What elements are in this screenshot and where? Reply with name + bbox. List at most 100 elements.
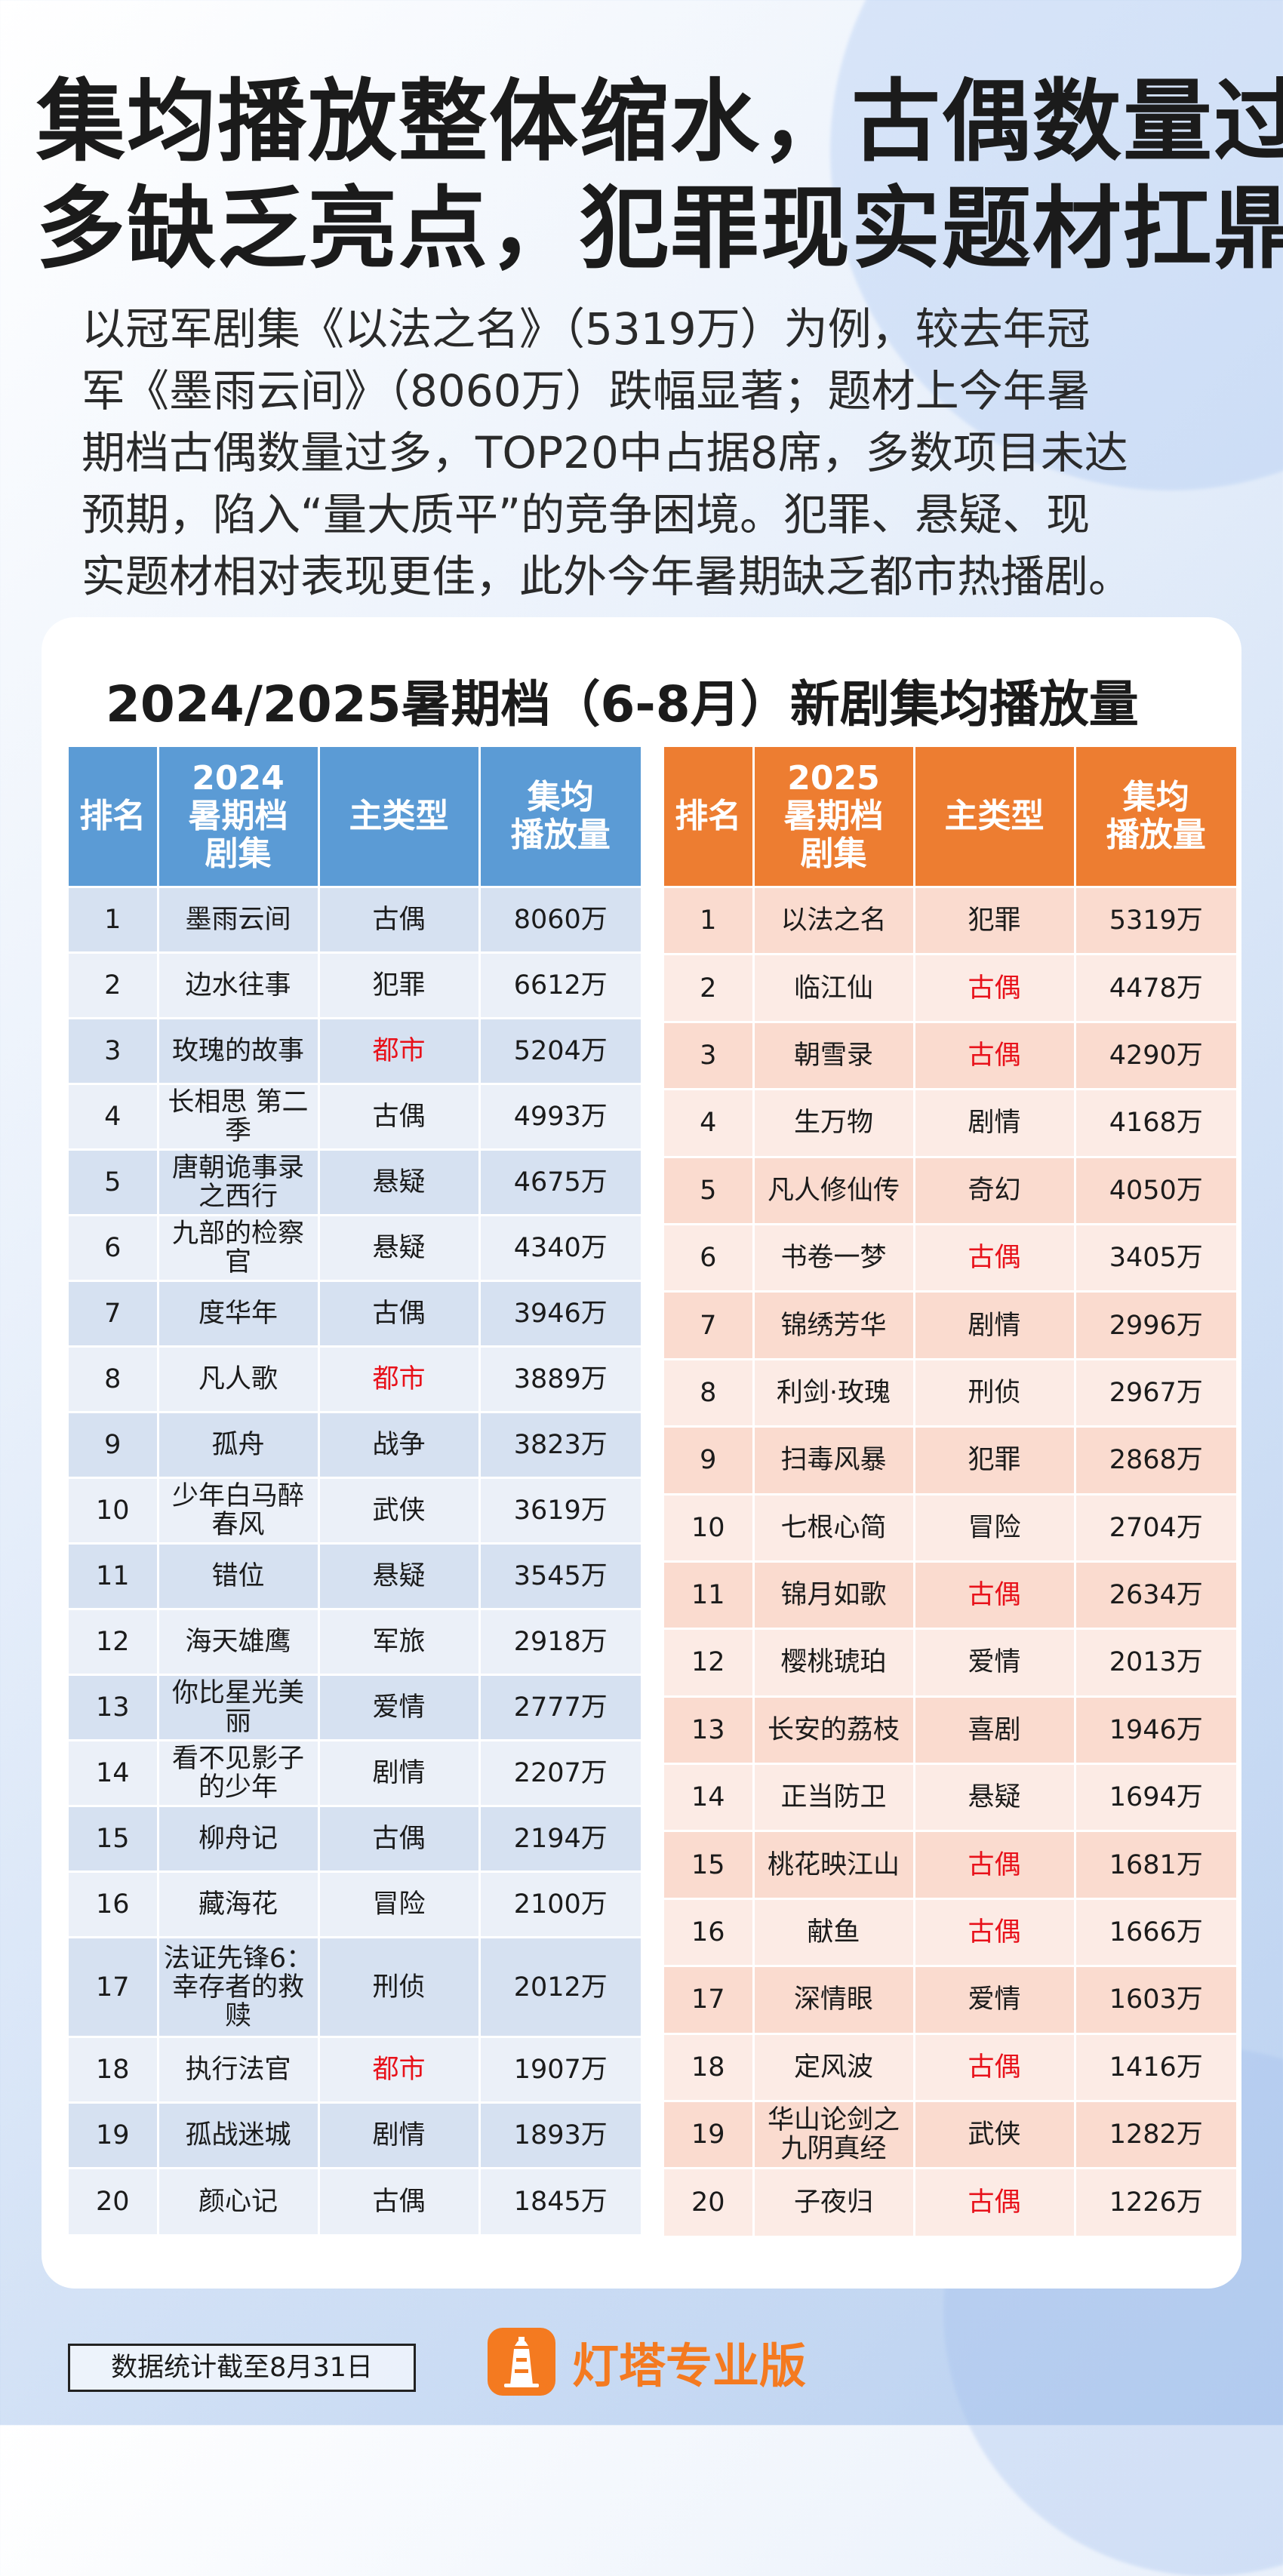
rank-cell: 3 [664,1020,755,1090]
title-cell: 凡人修仙传 [753,1155,915,1225]
table-row: 14 正当防卫 悬疑 1694万 [664,1763,1236,1831]
title-cell: 法证先锋6： 幸存者的救赎 [158,1936,320,2037]
table-row: 1 以法之名 犯罪 5319万 [664,885,1236,954]
rank-cell: 16 [69,1871,159,1938]
rank-cell: 14 [69,1739,159,1806]
table-row: 3 玫瑰的故事 都市 5204万 [69,1017,641,1084]
views-cell: 1416万 [1075,2032,1236,2101]
table-row: 8 凡人歌 都市 3889万 [69,1345,641,1412]
rank-cell: 16 [664,1897,755,1966]
title-cell: 凡人歌 [158,1345,320,1412]
column-header: 排名 [69,747,159,887]
rank-cell: 1 [69,886,159,953]
genre-cell: 剧情 [318,2101,481,2169]
title-cell: 子夜归 [753,2167,915,2236]
title-cell: 锦绣芳华 [753,1290,915,1360]
genre-cell: 剧情 [914,1290,1076,1360]
views-cell: 2868万 [1075,1425,1236,1495]
table-row: 5 凡人修仙传 奇幻 4050万 [664,1155,1236,1225]
views-cell: 4993万 [479,1083,641,1150]
views-cell: 1681万 [1075,1830,1236,1899]
views-cell: 2013万 [1075,1628,1236,1697]
title-cell: 长安的荔枝 [753,1695,915,1764]
table-row: 12 海天雄鹰 军旅 2918万 [69,1608,641,1675]
genre-cell: 悬疑 [318,1148,481,1216]
genre-cell: 都市 [318,1345,481,1412]
rank-cell: 8 [69,1345,159,1412]
headline: 集均播放整体缩水，古偶数量过 多缺乏亮点，犯罪现实题材扛鼎 [36,68,1283,282]
genre-cell: 古偶 [914,953,1076,1022]
table-row: 16 藏海花 冒险 2100万 [69,1871,641,1938]
genre-cell: 古偶 [914,1222,1076,1292]
title-cell: 执行法官 [158,2036,320,2103]
ranking-card: 2024/2025暑期档（6-8月）新剧集均播放量 排名 2024 暑期档 剧集 主类型… [42,617,1241,2289]
table-row: 9 扫毒风暴 犯罪 2868万 [664,1425,1236,1495]
genre-cell: 爱情 [318,1674,481,1741]
rank-cell: 2 [664,953,755,1022]
column-header: 主类型 [318,747,481,887]
rank-cell: 14 [664,1763,755,1831]
rank-cell: 9 [69,1411,159,1478]
table-row: 5 唐朝诡事录 之西行 悬疑 4675万 [69,1148,641,1216]
intro-paragraph: 以冠军剧集《以法之名》（5319万）为例，较去年冠 军《墨雨云间》（8060万）… [82,298,1229,607]
table-2025: 排名 2025 暑期档 剧集 主类型 集均 播放量 1 以法之名 犯罪 5319万 2 临江仙 古偶 44… [664,747,1236,2236]
table-row: 20 子夜归 古偶 1226万 [664,2167,1236,2236]
views-cell: 3619万 [479,1477,641,1544]
table-row: 11 错位 悬疑 3545万 [69,1542,641,1609]
views-cell: 5204万 [479,1017,641,1084]
rank-cell: 6 [69,1214,159,1281]
brand-name: 灯塔专业版 [572,2338,807,2393]
views-cell: 1946万 [1075,1695,1236,1764]
title-cell: 玫瑰的故事 [158,1017,320,1084]
genre-cell: 刑侦 [318,1936,481,2037]
genre-cell: 古偶 [318,886,481,953]
genre-cell: 喜剧 [914,1695,1076,1764]
genre-cell: 都市 [318,1017,481,1084]
table-header-row: 排名 2025 暑期档 剧集 主类型 集均 播放量 [664,747,1236,887]
table-row: 15 柳舟记 古偶 2194万 [69,1805,641,1872]
genre-cell: 战争 [318,1411,481,1478]
title-cell: 错位 [158,1542,320,1609]
table-row: 2 边水往事 犯罪 6612万 [69,951,641,1019]
title-cell: 柳舟记 [158,1805,320,1872]
rank-cell: 18 [664,2032,755,2101]
lighthouse-icon [488,2328,555,2396]
views-cell: 2194万 [479,1805,641,1872]
rank-cell: 1 [664,885,755,954]
rank-cell: 7 [69,1280,159,1347]
table-row: 17 深情眼 爱情 1603万 [664,1965,1236,2034]
table-row: 6 书卷一梦 古偶 3405万 [664,1222,1236,1292]
headline-line: 集均播放整体缩水，古偶数量过 [36,69,1283,174]
views-cell: 4290万 [1075,1020,1236,1090]
table-row: 14 看不见影子 的少年 剧情 2207万 [69,1739,641,1806]
views-cell: 4675万 [479,1148,641,1216]
views-cell: 4050万 [1075,1155,1236,1225]
genre-cell: 古偶 [318,1280,481,1347]
genre-cell: 武侠 [318,1477,481,1544]
views-cell: 2777万 [479,1674,641,1741]
title-cell: 华山论剑之 九阴真经 [753,2100,915,2169]
views-cell: 1893万 [479,2101,641,2169]
genre-cell: 古偶 [318,1805,481,1872]
table-row: 19 孤战迷城 剧情 1893万 [69,2101,641,2169]
rank-cell: 9 [664,1425,755,1495]
views-cell: 2100万 [479,1871,641,1938]
table-row: 7 度华年 古偶 3946万 [69,1280,641,1347]
title-cell: 海天雄鹰 [158,1608,320,1675]
rank-cell: 10 [69,1477,159,1544]
views-cell: 2967万 [1075,1357,1236,1427]
rank-cell: 4 [664,1088,755,1157]
views-cell: 3545万 [479,1542,641,1609]
intro-line: 预期，陷入“量大质平”的竞争困境。犯罪、悬疑、现 [82,489,1091,540]
genre-cell: 都市 [318,2036,481,2103]
rank-cell: 10 [664,1492,755,1562]
genre-cell: 冒险 [914,1492,1076,1562]
table-row: 6 九部的检察官悬疑 4340万 [69,1214,641,1281]
views-cell: 8060万 [479,886,641,953]
views-cell: 3405万 [1075,1222,1236,1292]
title-cell: 长相思 第二季 [158,1083,320,1150]
views-cell: 2012万 [479,1936,641,2037]
genre-cell: 古偶 [914,1897,1076,1966]
views-cell: 3889万 [479,1345,641,1412]
table-row: 4 长相思 第二季古偶 4993万 [69,1083,641,1150]
